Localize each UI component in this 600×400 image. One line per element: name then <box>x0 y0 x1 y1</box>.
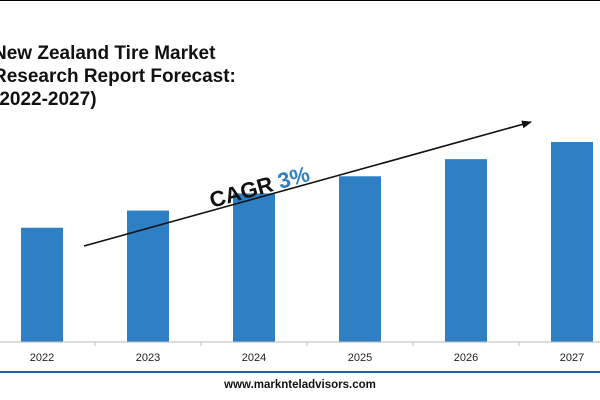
top-border <box>0 0 600 1</box>
x-tick-label-2027: 2027 <box>560 352 584 364</box>
bar-2025 <box>339 176 381 342</box>
bar-2027 <box>551 142 593 342</box>
bar-2024 <box>233 193 275 342</box>
x-tick-label-2023: 2023 <box>136 352 160 364</box>
footer-line <box>0 371 600 373</box>
footer-url: www.marknteladvisors.com <box>224 379 376 391</box>
title-line-2: Research Report Forecast: <box>0 66 236 87</box>
title-line-3: (2022-2027) <box>0 89 97 110</box>
x-tick-label-2026: 2026 <box>454 352 478 364</box>
cagr-value: 3% <box>275 161 312 194</box>
x-tick-label-2025: 2025 <box>348 352 372 364</box>
bar-2022 <box>21 227 63 342</box>
bar-2023 <box>127 210 169 342</box>
footer-bar <box>0 371 600 400</box>
trend-arrow <box>83 120 532 247</box>
x-tick-label-2022: 2022 <box>30 352 54 364</box>
bar-2026 <box>445 159 487 342</box>
chart-title: New Zealand Tire Market Research Report … <box>0 42 236 111</box>
title-line-1: New Zealand Tire Market <box>0 43 216 64</box>
x-tick-label-2024: 2024 <box>242 352 266 364</box>
